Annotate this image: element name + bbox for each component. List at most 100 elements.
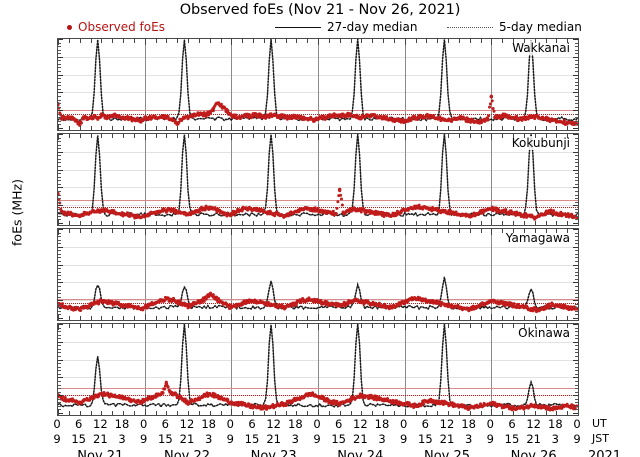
y-tick-mark	[58, 74, 63, 76]
x-tick-label-ut: 6	[421, 417, 429, 431]
observed-foes-series	[58, 187, 578, 221]
x-tick-mark	[458, 134, 460, 138]
x-tick-mark	[361, 134, 363, 138]
x-tick-mark	[502, 316, 504, 320]
day-separator	[144, 229, 146, 320]
x-tick-mark	[383, 134, 384, 138]
x-tick-mark	[307, 411, 309, 415]
x-tick-label-ut: 18	[461, 417, 476, 431]
y-tick-mark	[575, 198, 578, 200]
day-separator	[491, 229, 493, 320]
x-tick-mark	[231, 124, 233, 130]
y-tick-mark	[58, 223, 63, 224]
x-tick-mark	[112, 221, 114, 225]
y-tick-mark	[575, 85, 578, 87]
x-tick-mark	[491, 39, 493, 45]
x-tick-mark	[307, 39, 309, 43]
y-tick-mark	[58, 409, 61, 411]
x-axis-date-label: Nov 22	[163, 449, 211, 457]
x-tick-mark	[285, 316, 287, 320]
x-tick-mark	[188, 411, 189, 415]
x-tick-label-ut: 6	[334, 417, 343, 431]
x-tick-mark	[177, 316, 179, 320]
x-tick-label-jst: 15	[158, 432, 173, 446]
x-tick-mark	[68, 316, 70, 320]
x-tick-label-jst: 3	[464, 432, 473, 446]
x-tick-mark	[166, 411, 168, 415]
x-tick-label-jst: 15	[504, 432, 520, 446]
y-tick-mark	[575, 194, 578, 196]
y-tick-mark	[58, 113, 61, 115]
x-tick-mark	[68, 134, 70, 138]
day-separator	[144, 134, 146, 225]
day-separator	[404, 39, 406, 130]
x-tick-label-ut: 12	[179, 417, 195, 431]
y-tick-mark	[58, 377, 63, 379]
x-tick-mark	[426, 134, 428, 138]
legend-label-median5: 5-day median	[499, 20, 582, 34]
y-tick-mark	[58, 215, 61, 217]
x-tick-label-jst: 9	[573, 432, 581, 446]
x-tick-mark	[458, 126, 460, 130]
x-tick-mark	[220, 134, 222, 138]
x-tick-mark	[144, 324, 146, 330]
x-tick-mark	[253, 134, 254, 138]
x-tick-mark	[123, 126, 124, 130]
y-tick-mark	[58, 250, 61, 252]
x-tick-mark	[534, 134, 536, 138]
y-tick-mark	[58, 356, 61, 358]
day-separator	[404, 134, 406, 225]
x-tick-mark	[58, 324, 59, 330]
x-tick-mark	[545, 126, 547, 130]
x-tick-mark	[188, 316, 189, 320]
x-tick-mark	[90, 221, 92, 225]
y-tick-mark	[573, 395, 578, 397]
y-tick-mark	[575, 88, 578, 90]
y-tick-mark	[575, 314, 578, 316]
y-tick-mark	[58, 134, 63, 135]
y-tick-mark	[575, 243, 578, 245]
y-tick-mark	[575, 388, 578, 390]
x-tick-mark	[274, 324, 276, 328]
x-tick-mark	[177, 411, 179, 415]
x-tick-label-jst: 9	[139, 432, 148, 446]
x-tick-mark	[177, 39, 179, 43]
x-axis-ut-label: UT	[592, 417, 607, 430]
y-tick-mark	[58, 253, 61, 255]
x-tick-mark	[90, 126, 92, 130]
y-tick-mark	[573, 359, 578, 361]
y-tick-mark	[58, 148, 61, 150]
y-tick-mark	[58, 243, 61, 245]
x-tick-mark	[480, 411, 482, 415]
y-tick-mark	[58, 359, 63, 361]
observed-foes-series	[58, 94, 578, 127]
x-tick-mark	[328, 39, 330, 43]
x-tick-mark	[480, 324, 482, 328]
day-separator	[231, 229, 233, 320]
y-tick-mark	[575, 236, 578, 238]
x-tick-mark	[328, 324, 330, 328]
x-tick-mark	[393, 221, 395, 225]
y-tick-mark	[58, 42, 61, 44]
x-tick-mark	[307, 221, 309, 225]
y-tick-mark	[575, 81, 578, 83]
x-tick-mark	[513, 39, 514, 43]
y-tick-mark	[575, 338, 578, 340]
x-tick-mark	[393, 126, 395, 130]
y-tick-mark	[58, 53, 61, 55]
x-tick-mark	[274, 134, 276, 138]
x-tick-mark	[68, 126, 70, 130]
x-tick-mark	[383, 316, 384, 320]
x-tick-mark	[231, 409, 233, 415]
x-tick-mark	[372, 316, 374, 320]
x-tick-mark	[166, 134, 168, 138]
x-tick-mark	[404, 314, 406, 320]
y-tick-mark	[575, 215, 578, 217]
x-tick-mark	[220, 229, 222, 233]
x-tick-mark	[383, 229, 384, 233]
x-tick-label-jst: 21	[179, 432, 195, 446]
x-tick-mark	[68, 39, 70, 43]
x-tick-mark	[296, 324, 298, 328]
x-tick-mark	[437, 134, 439, 138]
